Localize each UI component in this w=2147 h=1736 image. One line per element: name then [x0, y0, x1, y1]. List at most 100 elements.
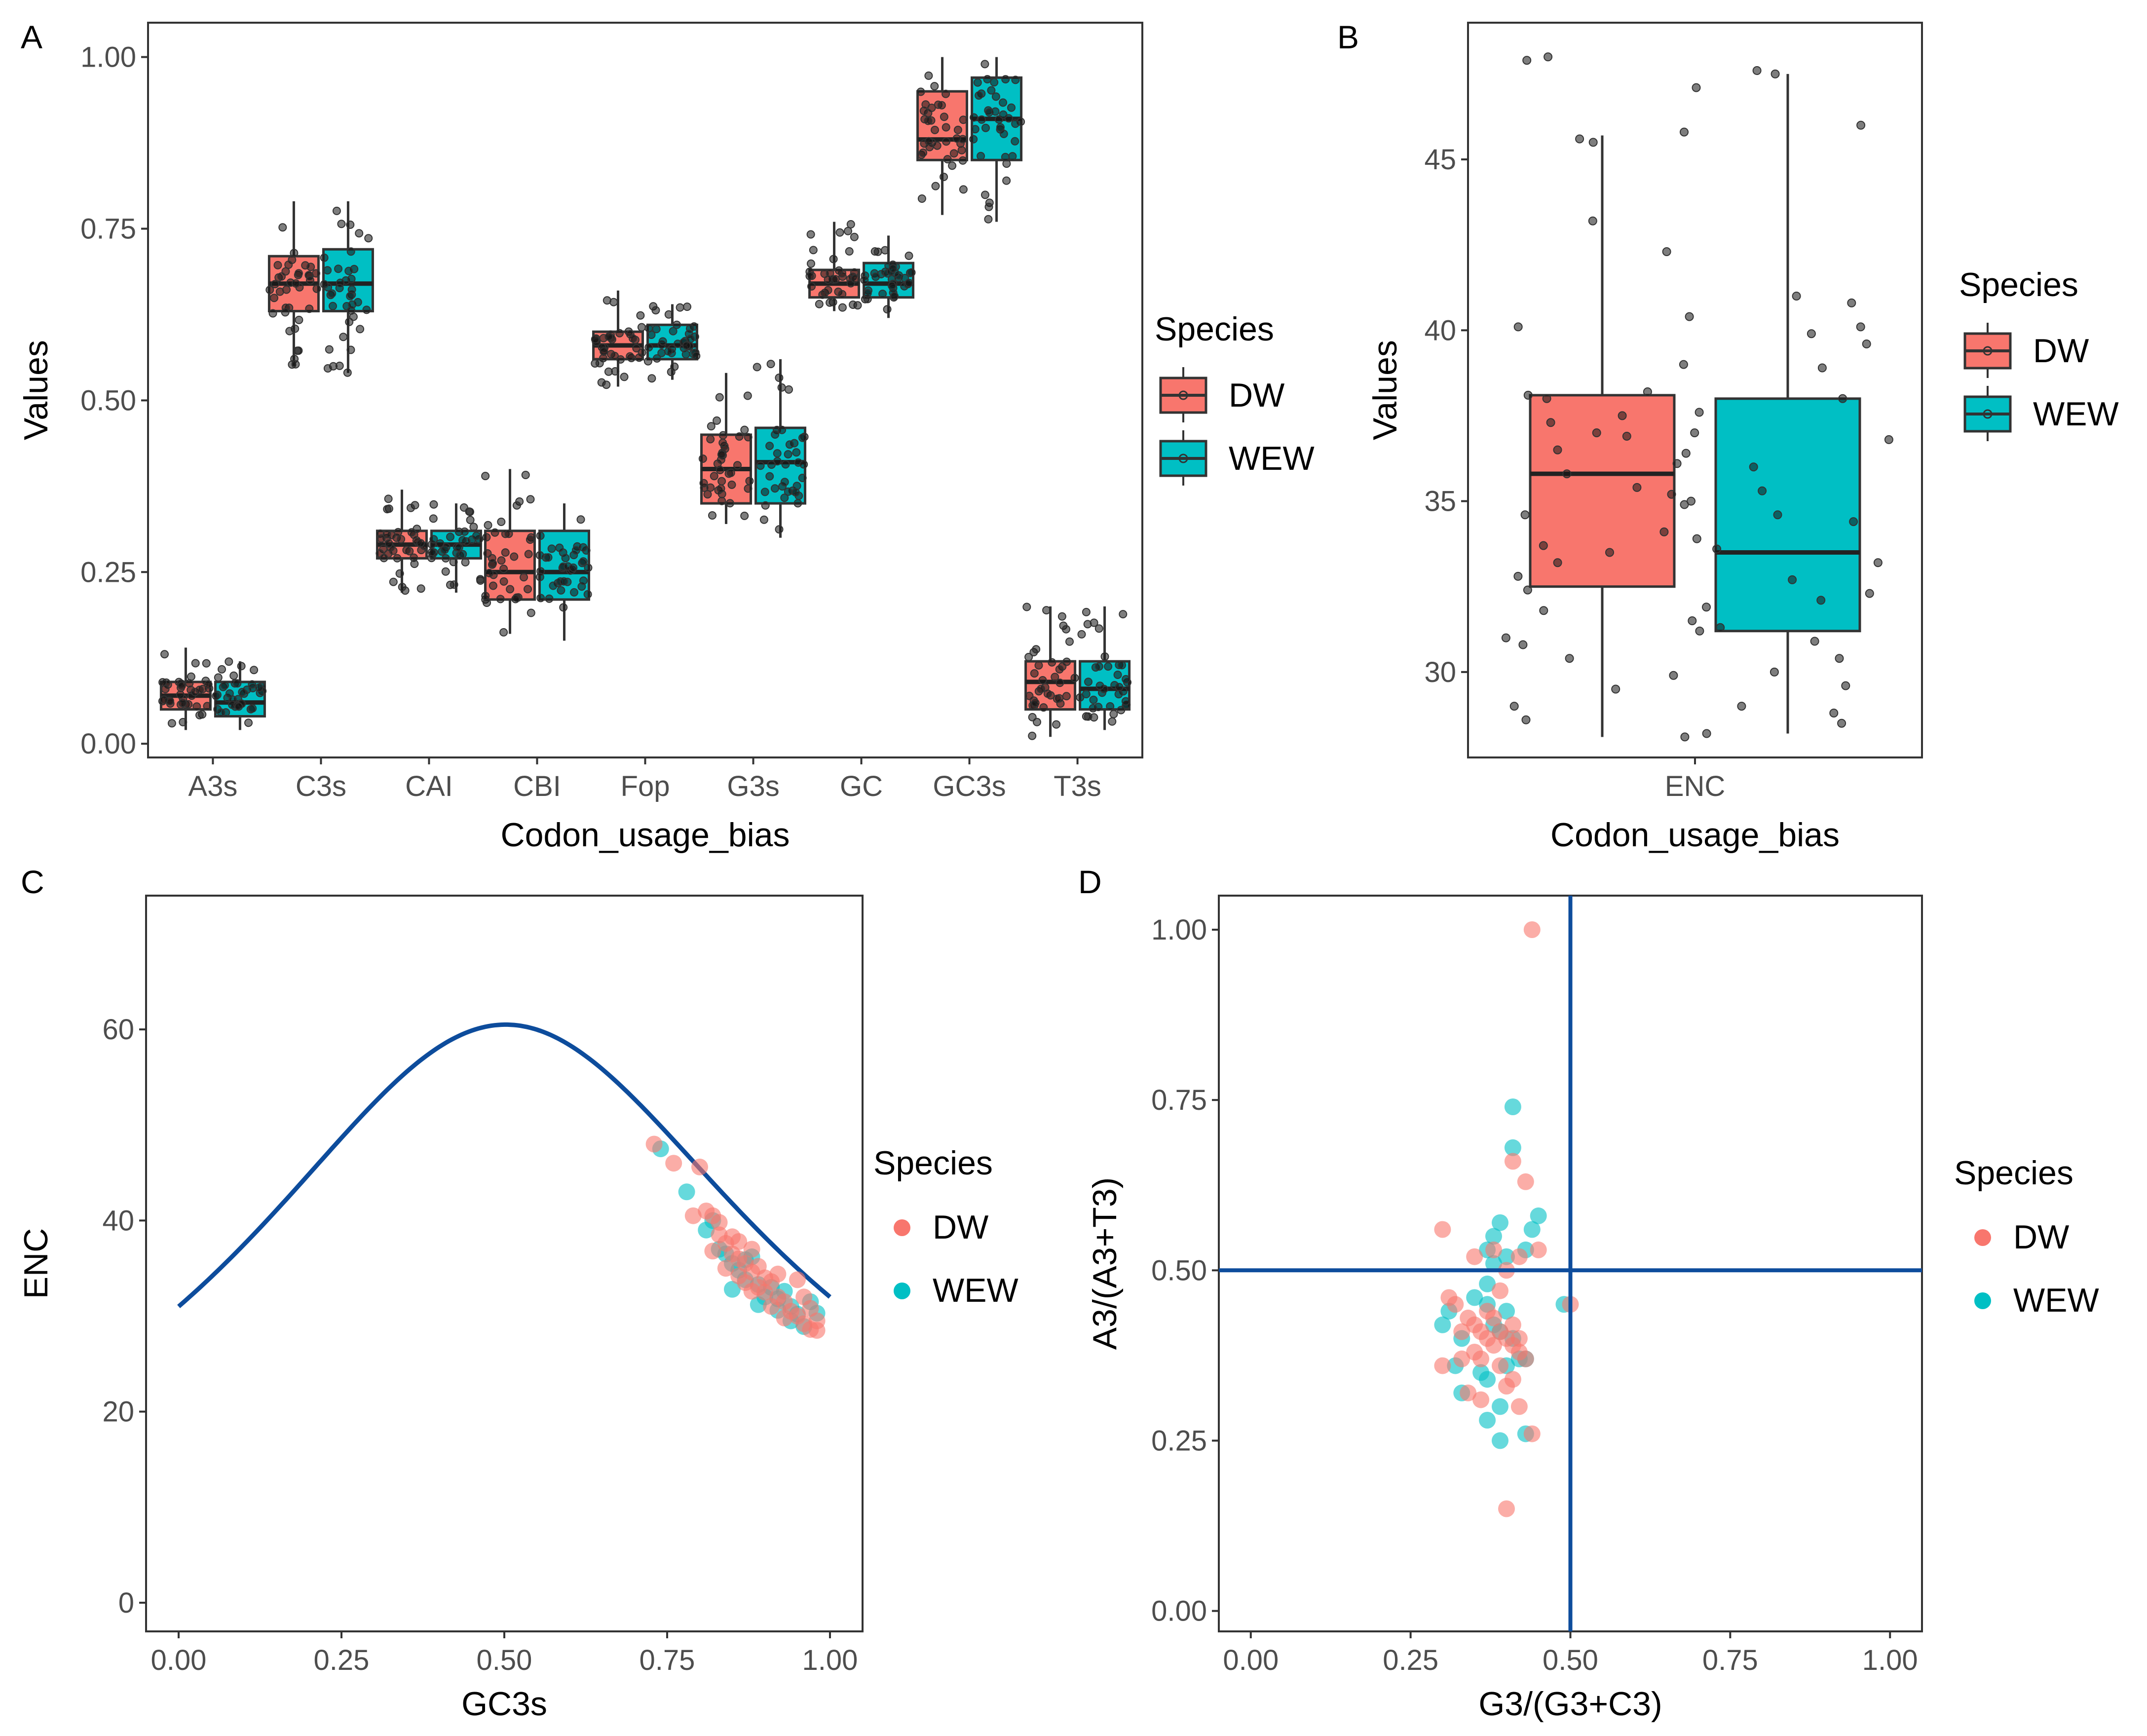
panel-a-point-wew — [561, 554, 570, 563]
panel-a-point-wew — [999, 129, 1008, 138]
panel-b-point-wew — [1849, 517, 1858, 527]
panel-a-point-wew — [1106, 702, 1115, 711]
panel-c-legend-label-dw: DW — [933, 1208, 988, 1246]
panel-a-point-dw — [735, 432, 744, 441]
panel-a-point-wew — [329, 302, 337, 310]
panel-b-point-wew — [1690, 428, 1699, 438]
panel-a-point-wew — [337, 220, 346, 228]
panel-d-point-wew — [1523, 1221, 1541, 1238]
panel-a-point-wew — [771, 430, 780, 439]
panel-d-xtick-label: 1.00 — [1862, 1644, 1918, 1676]
panel-a-point-wew — [229, 671, 238, 680]
panel-d-point-wew — [1485, 1228, 1502, 1245]
panel-a-point-wew — [651, 306, 660, 315]
panel-a-point-dw — [943, 155, 952, 164]
panel-b-point-wew — [1702, 603, 1711, 612]
panel-b-point-dw — [1680, 127, 1689, 137]
panel-a-point-dw — [1039, 703, 1048, 712]
panel-a-point-wew — [436, 539, 445, 548]
panel-a-point-dw — [416, 584, 425, 593]
panel-a-point-wew — [670, 362, 679, 371]
panel-a-point-wew — [780, 478, 789, 487]
panel-a-point-wew — [356, 325, 365, 334]
panel-c-legend-title: Species — [873, 1144, 993, 1182]
panel-a-point-dw — [916, 87, 925, 96]
panel-b-point-wew — [1792, 292, 1801, 301]
panel-a-point-dw — [824, 286, 832, 295]
panel-b-point-dw — [1509, 702, 1519, 711]
panel-a-point-wew — [1114, 690, 1123, 699]
panel-a-point-wew — [346, 247, 355, 256]
panel-c-ytick-label: 0 — [118, 1587, 134, 1619]
panel-a-point-dw — [717, 477, 726, 486]
panel-a-point-dw — [942, 137, 951, 146]
panel-a-point-dw — [490, 528, 499, 537]
panel-b-point-wew — [1884, 435, 1893, 444]
panel-a-point-wew — [984, 215, 993, 224]
panel-a-point-wew — [1119, 610, 1128, 619]
panel-a-point-dw — [725, 499, 734, 508]
panel-c-point-wew — [698, 1221, 715, 1239]
panel-d-point-dw — [1492, 1357, 1508, 1374]
panel-a-point-wew — [441, 554, 450, 563]
panel-a-point-dw — [497, 518, 506, 526]
panel-d-point-dw — [1434, 1221, 1451, 1238]
panel-a-point-dw — [291, 360, 300, 369]
panel-a-point-dw — [626, 352, 635, 361]
panel-d-point-dw — [1466, 1248, 1483, 1265]
panel-a-point-wew — [990, 78, 999, 87]
panel-b-point-wew — [1810, 637, 1819, 646]
panel-a-point-dw — [740, 425, 749, 434]
panel-a-point-wew — [1122, 675, 1130, 683]
panel-a-point-wew — [991, 92, 1000, 101]
panel-a-point-wew — [971, 125, 979, 134]
panel-a-point-wew — [765, 472, 774, 481]
panel-a-legend-title: Species — [1155, 310, 1274, 348]
panel-a-point-dw — [937, 101, 946, 110]
panel-a-ytick-label: 0.00 — [80, 728, 136, 760]
panel-d-point-wew — [1485, 1255, 1502, 1272]
panel-a-point-wew — [756, 461, 765, 470]
panel-b-point-dw — [1520, 510, 1530, 520]
panel-b-point-dw — [1539, 606, 1548, 615]
panel-a-point-wew — [1002, 176, 1011, 185]
panel-a-point-dw — [416, 539, 425, 548]
panel-b-point-dw — [1553, 558, 1562, 567]
panel-a-point-wew — [890, 292, 899, 301]
panel-a-point-wew — [346, 220, 355, 229]
panel-a-point-wew — [339, 333, 348, 341]
panel-a-point-dw — [699, 479, 708, 488]
panel-a-point-wew — [458, 536, 467, 545]
panel-a-point-wew — [1001, 75, 1010, 84]
panel-c-point-dw — [691, 1158, 708, 1175]
panel-b-point-dw — [1575, 134, 1584, 144]
panel-a-point-dw — [931, 125, 939, 134]
panel-a-point-dw — [195, 685, 204, 694]
panel-b-point-dw — [1542, 394, 1551, 403]
panel-a-point-dw — [312, 269, 320, 278]
panel-b-point-wew — [1817, 363, 1827, 373]
panel-a-xtick-label: Fop — [621, 770, 670, 802]
panel-a-point-wew — [1077, 630, 1086, 639]
panel-a-point-wew — [570, 588, 578, 597]
panel-a-xtick-label: C3s — [296, 770, 346, 802]
panel-a-point-wew — [1108, 717, 1117, 726]
panel-c-point-dw — [808, 1312, 826, 1329]
panel-a-point-dw — [191, 659, 200, 668]
panel-a-point-dw — [615, 329, 624, 338]
panel-a-point-wew — [771, 484, 779, 493]
panel-a-point-dw — [713, 416, 721, 425]
panel-b-point-wew — [1692, 83, 1701, 92]
panel-b-point-wew — [1752, 66, 1762, 75]
panel-a-point-dw — [278, 223, 287, 232]
panel-d-point-dw — [1504, 1153, 1521, 1170]
panel-a-point-wew — [233, 679, 242, 688]
panel-a-point-wew — [218, 665, 226, 674]
panel-a-point-wew — [320, 280, 329, 289]
panel-a-point-dw — [957, 146, 966, 154]
panel-a-ytick-label: 1.00 — [80, 41, 136, 74]
panel-b-point-wew — [1856, 322, 1865, 332]
panel-a-point-dw — [1048, 658, 1056, 667]
panel-a-point-wew — [441, 567, 450, 576]
panel-c-point-dw — [665, 1155, 682, 1172]
